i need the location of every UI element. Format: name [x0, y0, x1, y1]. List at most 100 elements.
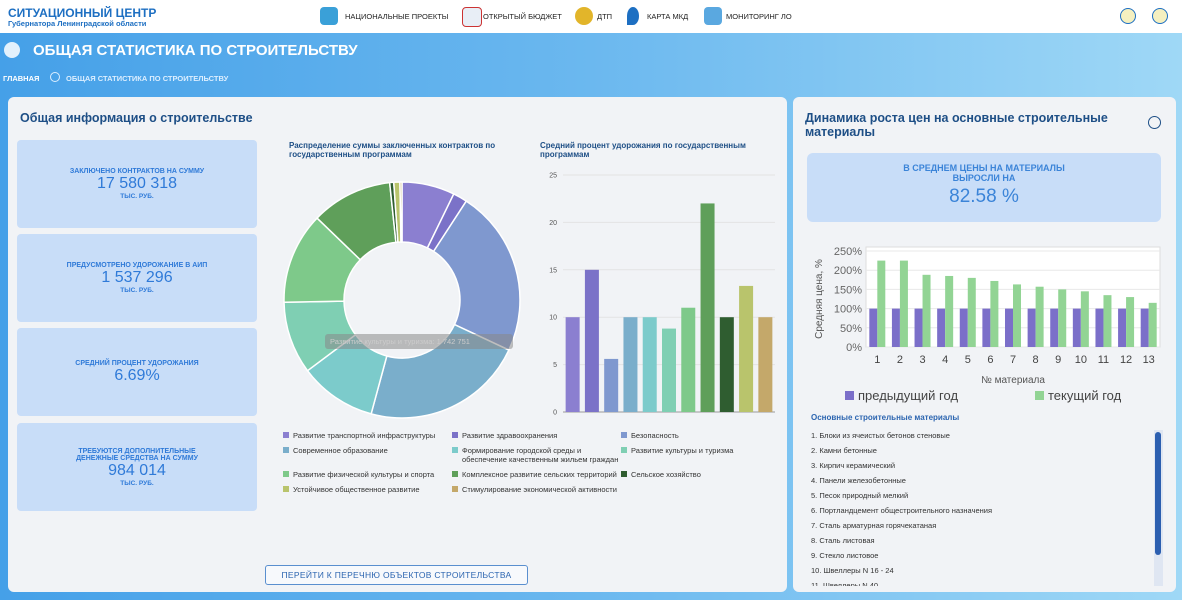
list-item: 3. Кирпич керамический [811, 461, 896, 470]
legend-label: Устойчивое общественное развитие [293, 485, 420, 494]
legend-swatch [452, 447, 458, 453]
legend-swatch [452, 486, 458, 492]
nav-item[interactable]: ДТП [597, 12, 613, 21]
card-label: ЗАКЛЮЧЕНО КОНТРАКТОВ НА СУММУ [69, 168, 205, 175]
list-item: 7. Сталь арматурная горячекатаная [811, 521, 937, 530]
card-label: СРЕДНИЙ ПРОЦЕНТ УДОРОЖАНИЯ [75, 359, 199, 367]
bar [1095, 308, 1104, 347]
card-value: 1 537 296 [101, 269, 173, 286]
panel-title: Динамика роста цен на основные строитель… [805, 111, 1108, 139]
y-tick-label: 0% [846, 342, 862, 354]
list-item: 6. Портландцемент общестроительного назн… [811, 506, 993, 515]
y-tick-label: 20 [549, 220, 557, 227]
x-tick-label: 4 [942, 354, 948, 366]
legend-item: Стимулирование экономической активности [452, 485, 621, 494]
list-title: Основные строительные материалы [811, 413, 960, 422]
bar [1027, 308, 1036, 347]
legend-swatch [621, 447, 627, 453]
brand-subtitle: Губернатора Ленинградской области [8, 19, 147, 28]
nav-item[interactable]: КАРТА МКД [647, 12, 689, 21]
legend-label: Комплексное развитие сельских территорий [462, 470, 617, 479]
info-card: ЗАКЛЮЧЕНО КОНТРАКТОВ НА СУММУ 17 580 318 Т… [17, 140, 257, 228]
bar [869, 308, 878, 347]
profile-button[interactable] [1152, 8, 1168, 24]
legend-item: Развитие здравоохранения [452, 431, 621, 440]
legend-item: Формирование городской среды и обеспечен… [452, 446, 621, 464]
y-tick-label: 150% [834, 284, 862, 296]
scrollbar-thumb[interactable] [1155, 432, 1161, 555]
legend-swatch [283, 432, 289, 438]
bar [604, 358, 619, 412]
legend-swatch [621, 471, 627, 477]
card-value: 17 580 318 [96, 175, 178, 192]
bar [982, 308, 991, 347]
legend-item: Сельское хозяйство [621, 470, 763, 479]
y-tick-label: 250% [834, 246, 862, 258]
list-item: 10. Швеллеры N 16 - 24 [811, 566, 894, 575]
x-tick-label: 5 [965, 354, 971, 366]
x-axis-label: № материала [981, 375, 1045, 386]
bar [899, 260, 908, 347]
legend-label: Развитие культуры и туризма [631, 446, 734, 455]
bar [967, 277, 976, 347]
brand-title[interactable]: СИТУАЦИОННЫЙ ЦЕНТР [8, 6, 157, 20]
nav-item[interactable]: ОТКРЫТЫЙ БЮДЖЕТ [483, 12, 562, 21]
legend-swatch [283, 447, 289, 453]
y-tick-label: 50% [840, 323, 862, 335]
x-tick-label: 8 [1033, 354, 1039, 366]
y-tick-label: 0 [553, 410, 557, 417]
x-tick-label: 7 [1010, 354, 1016, 366]
card-unit: ТЫС. РУБ. [120, 193, 154, 200]
card-label: ТРЕБУЮТСЯ ДОПОЛНИТЕЛЬНЫЕ ДЕНЕЖНЫЕ СРЕДСТ… [76, 447, 198, 462]
info-card: ТРЕБУЮТСЯ ДОПОЛНИТЕЛЬНЫЕ ДЕНЕЖНЫЕ СРЕДСТ… [17, 423, 257, 511]
bar [1148, 302, 1157, 347]
panel-title: Общая информация о строительстве [20, 111, 253, 125]
list-item: 1. Блоки из ячеистых бетонов стеновые [811, 431, 950, 440]
objects-button[interactable]: ПЕРЕЙТИ К ПЕРЕЧНЮ ОБЪЕКТОВ СТРОИТЕЛЬСТВА [265, 565, 528, 585]
nav-icon[interactable] [627, 7, 639, 25]
bar [1035, 286, 1044, 347]
pie-slice [399, 181, 403, 243]
notifications-button[interactable] [1120, 8, 1136, 24]
bar [1005, 308, 1013, 347]
materials-list: 1. Блоки из ячеистых бетонов стеновые 2. … [811, 431, 1151, 586]
card-unit: ТЫС. РУБ. [120, 479, 154, 487]
legend-item: Современное образование [283, 446, 452, 464]
breadcrumb-home[interactable]: ГЛАВНАЯ [3, 74, 40, 83]
nav-icon[interactable] [575, 7, 593, 25]
tooltip-box [325, 334, 513, 349]
y-tick-label: 100% [834, 304, 862, 316]
chart-title: Средний процент удорожания по государств… [540, 141, 746, 159]
bar [1126, 297, 1135, 347]
bar [719, 317, 734, 412]
legend-label: текущий год [1048, 388, 1122, 403]
legend-label: Развитие транспортной инфраструктуры [293, 431, 436, 440]
y-tick-label: 10 [549, 315, 557, 322]
breadcrumb-separator [50, 72, 60, 82]
legend-item: Комплексное развитие сельских территорий [452, 470, 621, 479]
y-tick-label: 5 [553, 362, 557, 369]
card-label: ПРЕДУСМОТРЕНО УДОРОЖАНИЕ В АИП [66, 262, 208, 269]
nav-item[interactable]: НАЦИОНАЛЬНЫЕ ПРОЕКТЫ [345, 12, 449, 21]
x-tick-label: 11 [1098, 354, 1109, 366]
bar [945, 275, 954, 347]
legend-label: Развитие здравоохранения [462, 431, 558, 440]
legend-swatch [283, 486, 289, 492]
x-tick-label: 9 [1055, 354, 1061, 366]
bar [681, 307, 696, 412]
bar [1050, 308, 1059, 347]
y-tick-label: 25 [549, 173, 557, 180]
nav-icon[interactable] [704, 7, 722, 25]
card-value: 984 014 [108, 461, 166, 479]
bar [739, 285, 754, 412]
y-axis-label: Средняя цена, % [814, 259, 825, 339]
legend-swatch [621, 432, 627, 438]
legend-swatch [1035, 391, 1044, 400]
bar [922, 274, 931, 347]
x-tick-label: 6 [987, 354, 993, 366]
info-icon[interactable] [1148, 116, 1161, 129]
nav-icon[interactable] [462, 7, 482, 27]
nav-icon[interactable] [320, 7, 338, 25]
nav-item[interactable]: МОНИТОРИНГ ЛО [726, 12, 792, 21]
